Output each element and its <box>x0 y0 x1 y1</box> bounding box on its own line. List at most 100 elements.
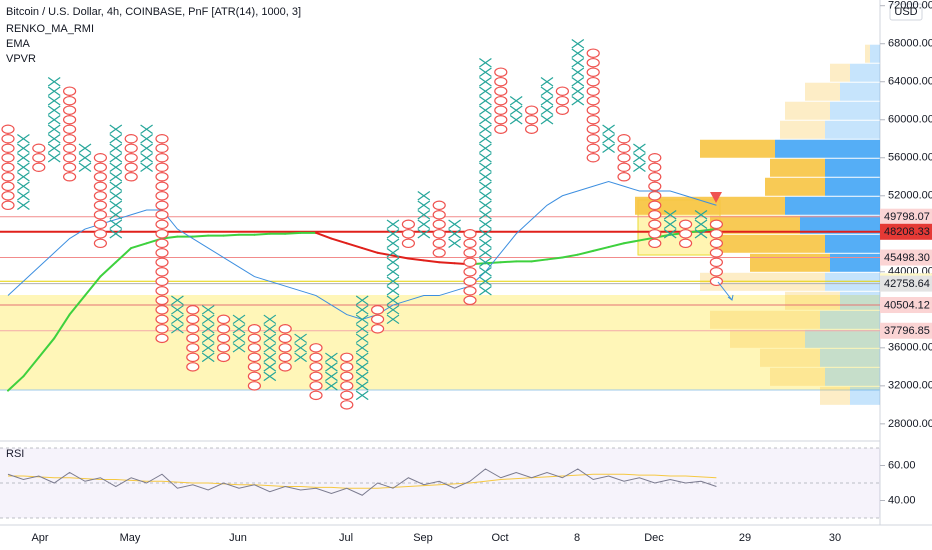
o-box <box>586 67 600 77</box>
o-box <box>586 133 600 144</box>
o-box <box>1 124 15 134</box>
vpvr-down <box>770 367 825 386</box>
o-box <box>340 400 354 410</box>
ma-segment <box>546 256 564 261</box>
o-box <box>217 314 231 325</box>
o-box <box>155 219 169 230</box>
x-box <box>386 257 400 268</box>
o-box <box>124 133 138 144</box>
currency[interactable]: USD <box>894 6 917 18</box>
o-box <box>617 172 631 182</box>
price-tag <box>880 322 932 339</box>
o-box <box>371 314 385 325</box>
o-box <box>217 333 231 344</box>
vpvr-up <box>785 196 880 215</box>
x-box <box>386 238 400 249</box>
x-box <box>509 105 523 115</box>
ma-segment <box>99 261 117 278</box>
x-box <box>263 343 277 353</box>
vpvr-down <box>760 348 820 367</box>
vpvr-up <box>820 348 880 367</box>
x-box <box>355 343 369 353</box>
ma-segment <box>407 257 425 262</box>
x-box <box>47 76 61 87</box>
x-box <box>479 181 492 192</box>
pnf-column <box>602 124 615 153</box>
x-box <box>479 143 492 153</box>
o-box <box>648 162 662 173</box>
x-box <box>109 219 123 230</box>
x-box <box>509 95 523 106</box>
x-box <box>479 162 492 172</box>
x-box <box>232 343 246 353</box>
x-box <box>201 305 215 315</box>
ma-segment <box>191 234 210 238</box>
o-box <box>555 105 570 115</box>
ma-segment <box>361 247 379 254</box>
o-box <box>463 248 477 258</box>
o-box <box>124 143 138 154</box>
ma-segment <box>499 260 518 264</box>
o-box <box>124 162 138 173</box>
o-box <box>93 162 108 173</box>
o-box <box>155 248 169 258</box>
x-box <box>355 324 369 334</box>
o-box <box>586 86 600 96</box>
x-box <box>355 362 369 372</box>
price-tag-label: 42758.64 <box>884 278 930 290</box>
o-box <box>463 276 477 287</box>
x-box <box>571 57 585 68</box>
vpvr-down <box>720 234 825 253</box>
o-box <box>709 267 724 277</box>
o-box <box>155 324 169 334</box>
o-box <box>93 153 108 163</box>
x-box <box>17 143 30 153</box>
ma-segment <box>700 228 718 232</box>
x-box <box>540 76 554 87</box>
x-box <box>17 162 30 172</box>
o-box <box>586 57 600 68</box>
x-box <box>479 238 492 249</box>
o-box <box>309 362 323 372</box>
x-box <box>540 114 554 125</box>
o-box <box>494 114 508 125</box>
o-box <box>432 238 446 249</box>
x-box <box>386 267 400 277</box>
x-box <box>140 143 153 153</box>
o-box <box>155 229 169 239</box>
pnf-column <box>479 57 492 296</box>
rsi-title: RSI <box>6 448 24 460</box>
rsi-line <box>7 468 717 496</box>
x-box <box>571 76 585 87</box>
o-box <box>93 238 108 249</box>
x-box <box>694 219 708 230</box>
o-box <box>247 381 261 391</box>
ma-segment <box>7 375 25 392</box>
o-box <box>217 324 231 334</box>
x-box <box>386 286 400 296</box>
vpvr-down <box>770 158 825 177</box>
x-box <box>633 162 646 172</box>
pnf-column <box>678 219 693 249</box>
currency-box[interactable] <box>889 3 923 21</box>
o-box <box>617 143 631 154</box>
x-box <box>663 219 677 230</box>
x-box <box>479 200 492 211</box>
o-box <box>155 238 169 249</box>
price-tag-label: 48208.33 <box>884 226 930 238</box>
o-box <box>309 381 323 391</box>
vpvr-down <box>805 82 840 101</box>
x-box <box>663 210 677 220</box>
ma-segment <box>607 242 625 249</box>
pnf-column <box>694 210 708 239</box>
ma-segment <box>392 254 410 260</box>
o-box <box>648 219 662 230</box>
o-box <box>709 229 724 239</box>
o-box <box>432 200 446 211</box>
o-box <box>1 200 15 211</box>
x-box <box>355 371 369 382</box>
x-box <box>479 191 492 201</box>
x-box <box>263 314 277 325</box>
x-tick-label: Jun <box>229 532 247 544</box>
indicator-label: RENKO_MA_RMI <box>6 23 94 35</box>
